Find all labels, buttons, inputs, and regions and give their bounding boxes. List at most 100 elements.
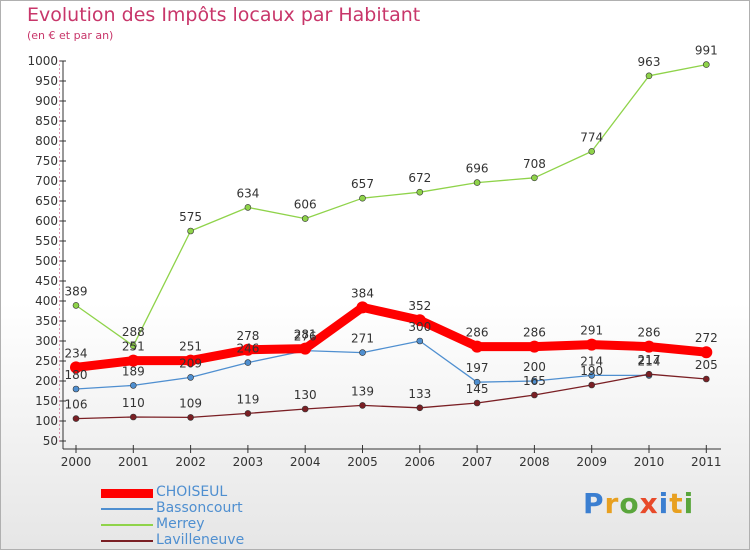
data-point-lavilleneuve (244, 410, 252, 417)
y-tick-label: 700 (35, 174, 58, 188)
data-point-merrey (588, 148, 596, 155)
data-point-choiseul (700, 346, 713, 359)
data-label: 109 (179, 396, 202, 410)
y-tick-label: 800 (35, 134, 58, 148)
data-point-lavilleneuve (531, 391, 538, 399)
data-label: 234 (65, 346, 88, 360)
logo-letter: P (583, 487, 605, 520)
data-point-choiseul (127, 354, 140, 367)
legend-swatch (101, 489, 153, 498)
data-point-merrey (130, 342, 137, 350)
data-point-merrey (473, 179, 481, 186)
data-label: 133 (408, 387, 431, 401)
data-point-bassoncourt (359, 349, 366, 356)
legend-swatch (101, 524, 153, 526)
data-point-choiseul (585, 338, 598, 351)
data-label: 281 (294, 328, 317, 342)
data-point-bassoncourt (531, 377, 538, 385)
data-label: 278 (236, 329, 259, 343)
data-label: 119 (236, 392, 259, 406)
data-label: 575 (179, 210, 202, 224)
series-line-choiseul (71, 302, 711, 372)
data-point-merrey (72, 302, 80, 309)
legend-label: Merrey (156, 516, 205, 532)
data-label: 774 (580, 130, 603, 144)
y-tick-label: 300 (35, 334, 58, 348)
y-tick-label: 600 (35, 214, 58, 228)
data-point-lavilleneuve (359, 402, 366, 409)
y-tick-label: 200 (35, 374, 58, 388)
legend-label: Lavilleneuve (156, 532, 245, 548)
data-label: 205 (695, 358, 718, 372)
y-tick-label: 1000 (27, 54, 58, 68)
data-label: 286 (466, 326, 489, 340)
data-label: 286 (638, 326, 661, 340)
data-label: 291 (580, 324, 603, 338)
y-tick-label: 550 (35, 234, 58, 248)
x-tick-label: 2011 (691, 455, 722, 469)
data-label: 145 (466, 382, 489, 396)
data-point-bassoncourt (130, 382, 137, 389)
data-point-merrey (244, 204, 252, 211)
data-label: 271 (351, 332, 374, 346)
data-point-lavilleneuve (187, 414, 194, 421)
data-point-choiseul (356, 301, 369, 314)
data-point-lavilleneuve (588, 381, 596, 389)
data-point-lavilleneuve (130, 413, 137, 421)
data-point-lavilleneuve (473, 399, 481, 407)
data-label: 180 (65, 368, 88, 382)
x-tick-label: 2002 (175, 455, 206, 469)
data-label: 217 (638, 353, 661, 367)
data-label: 389 (65, 284, 88, 298)
data-label: 246 (236, 342, 259, 356)
data-point-lavilleneuve (702, 375, 710, 383)
y-tick-label: 950 (35, 74, 58, 88)
data-label: 214 (638, 354, 661, 368)
data-point-choiseul (528, 340, 541, 353)
logo-letter: i (658, 487, 670, 520)
data-point-choiseul (471, 340, 484, 353)
data-label: 991 (695, 44, 718, 58)
data-label: 165 (523, 374, 546, 388)
x-tick-label: 2001 (118, 455, 149, 469)
y-tick-label: 250 (35, 354, 58, 368)
data-label: 300 (408, 320, 431, 334)
logo-letter: i (683, 487, 695, 520)
data-label: 130 (294, 388, 317, 402)
logo-letter: o (619, 487, 640, 520)
y-tick-label: 500 (35, 254, 58, 268)
data-label: 200 (523, 360, 546, 374)
x-tick-label: 2000 (61, 455, 92, 469)
x-tick-label: 2007 (462, 455, 493, 469)
data-label: 696 (466, 162, 489, 176)
data-label: 657 (351, 177, 374, 191)
data-label: 197 (466, 361, 489, 375)
data-label: 606 (294, 198, 317, 212)
x-tick-label: 2008 (519, 455, 550, 469)
y-tick-label: 50 (43, 434, 58, 448)
data-label: 276 (294, 330, 317, 344)
data-label: 963 (638, 55, 661, 69)
y-tick-label: 850 (35, 114, 58, 128)
x-tick-label: 2009 (576, 455, 607, 469)
data-point-choiseul (643, 340, 655, 353)
logo-letter: t (669, 487, 684, 520)
data-point-bassoncourt (416, 337, 424, 345)
chart-subtitle: (en € et par an) (27, 29, 114, 42)
data-label: 672 (408, 171, 431, 185)
y-tick-label: 350 (35, 314, 58, 328)
data-point-merrey (531, 174, 538, 182)
data-label: 288 (122, 325, 145, 339)
data-point-lavilleneuve (645, 370, 653, 378)
data-point-bassoncourt (588, 372, 596, 379)
data-point-choiseul (299, 342, 312, 355)
data-label: 139 (351, 384, 374, 398)
data-point-lavilleneuve (72, 415, 80, 422)
x-tick-label: 2005 (347, 455, 378, 469)
data-label: 189 (122, 364, 145, 378)
data-point-lavilleneuve (416, 404, 424, 412)
data-point-bassoncourt (244, 359, 252, 366)
y-tick-label: 750 (35, 154, 58, 168)
